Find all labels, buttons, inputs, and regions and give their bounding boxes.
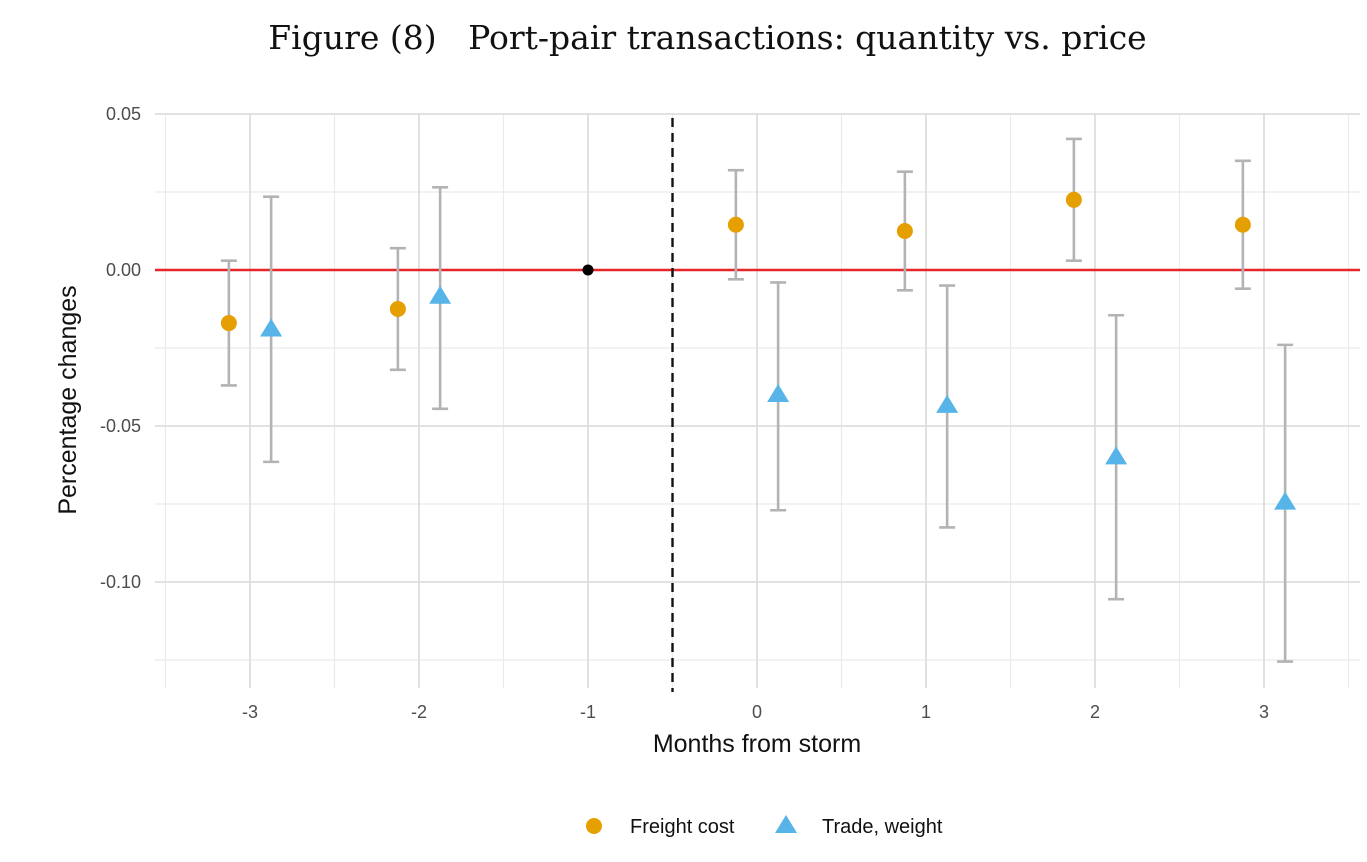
y-axis-title: Percentage changes — [54, 285, 82, 514]
legend-freight-marker — [586, 818, 602, 834]
trade-weight-point — [767, 384, 790, 402]
reference-point — [582, 264, 594, 276]
legend-trade-marker — [775, 815, 797, 833]
y-tick-label: -0.05 — [100, 416, 141, 436]
freight-cost-point — [1234, 216, 1251, 233]
legend-trade-label: Trade, weight — [822, 816, 943, 838]
trade-weight-point — [936, 394, 959, 413]
freight-cost-point — [896, 223, 913, 239]
trade-weight-point — [1105, 446, 1128, 465]
tick-labels: -3 -2 -1 0 1 2 3 0.05 0.00 -0.05 -0.10 — [100, 104, 1269, 722]
trade-weight-point — [429, 285, 452, 304]
x-tick-label: 3 — [1259, 702, 1269, 722]
data-markers — [220, 191, 1297, 510]
trade-weight-point — [1274, 491, 1297, 510]
freight-cost-point — [1065, 191, 1082, 208]
legend-freight-label: Freight cost — [630, 816, 735, 838]
y-tick-label: -0.10 — [100, 572, 141, 592]
reference-lines — [155, 118, 1360, 692]
x-axis-title: Months from storm — [653, 730, 861, 758]
freight-cost-point — [727, 216, 744, 233]
legend: Freight cost Trade, weight — [586, 815, 943, 838]
x-tick-label: 2 — [1090, 702, 1100, 722]
x-tick-label: -2 — [411, 702, 427, 722]
x-tick-label: -1 — [580, 702, 596, 722]
freight-cost-point — [220, 315, 237, 332]
x-tick-label: -3 — [242, 702, 258, 722]
trade-weight-point — [260, 318, 283, 337]
x-tick-label: 1 — [921, 702, 931, 722]
chart-title: Figure (8) Port-pair transactions: quant… — [268, 18, 1147, 57]
y-tick-label: 0.00 — [106, 260, 141, 280]
y-tick-label: 0.05 — [106, 104, 141, 124]
grid-layer — [155, 113, 1360, 688]
freight-cost-point — [389, 301, 406, 317]
x-tick-label: 0 — [752, 702, 762, 722]
